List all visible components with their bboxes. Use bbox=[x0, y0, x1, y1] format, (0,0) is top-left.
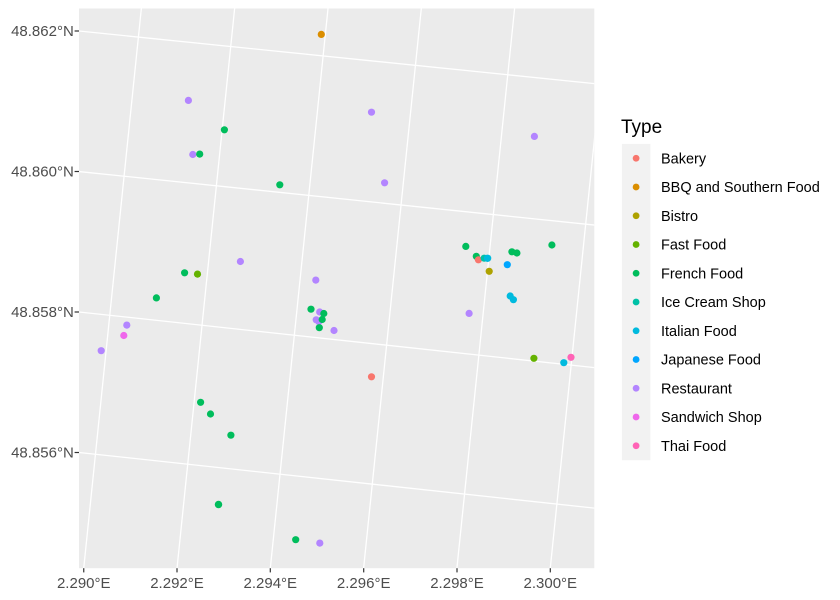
svg-text:Fast Food: Fast Food bbox=[661, 238, 726, 254]
svg-text:2.298°E: 2.298°E bbox=[430, 575, 484, 592]
svg-text:Thai Food: Thai Food bbox=[661, 439, 726, 455]
svg-text:Type: Type bbox=[621, 117, 662, 138]
svg-text:BBQ and Southern Food: BBQ and Southern Food bbox=[661, 180, 820, 196]
svg-text:Japanese Food: Japanese Food bbox=[661, 353, 761, 369]
svg-text:48.862°N: 48.862°N bbox=[11, 23, 74, 40]
svg-text:Ice Cream Shop: Ice Cream Shop bbox=[661, 295, 766, 311]
svg-text:Bakery: Bakery bbox=[661, 151, 707, 167]
svg-text:Sandwich Shop: Sandwich Shop bbox=[661, 410, 762, 426]
svg-text:2.300°E: 2.300°E bbox=[524, 575, 578, 592]
svg-text:48.860°N: 48.860°N bbox=[11, 164, 74, 181]
svg-text:Bistro: Bistro bbox=[661, 209, 698, 225]
svg-text:2.292°E: 2.292°E bbox=[150, 575, 204, 592]
svg-text:2.294°E: 2.294°E bbox=[244, 575, 298, 592]
svg-text:Italian Food: Italian Food bbox=[661, 324, 737, 340]
svg-text:French Food: French Food bbox=[661, 266, 743, 282]
svg-text:2.290°E: 2.290°E bbox=[57, 575, 111, 592]
svg-text:48.856°N: 48.856°N bbox=[11, 445, 74, 462]
svg-text:2.296°E: 2.296°E bbox=[337, 575, 391, 592]
svg-text:48.858°N: 48.858°N bbox=[11, 304, 74, 321]
svg-text:Restaurant: Restaurant bbox=[661, 381, 732, 397]
